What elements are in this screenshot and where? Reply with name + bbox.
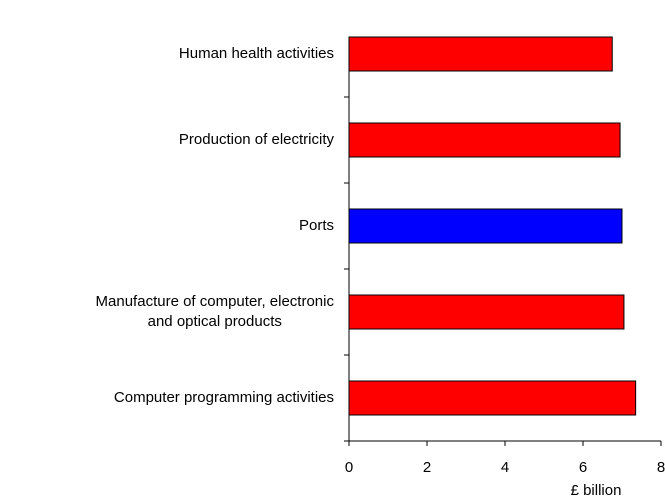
x-axis-label: £ billion [571, 482, 622, 499]
bar [348, 208, 623, 244]
y-tick-label: and optical products [148, 313, 282, 330]
y-tick-label: Production of electricity [179, 131, 335, 148]
bar [348, 122, 621, 158]
y-tick-label: Ports [299, 217, 334, 234]
x-tick-label: 0 [345, 459, 353, 476]
y-tick-label: Computer programming activities [114, 389, 334, 406]
x-tick-label: 2 [423, 459, 431, 476]
x-tick-label: 8 [657, 459, 665, 476]
bar [348, 380, 637, 416]
x-tick-label: 4 [501, 459, 509, 476]
bar [348, 294, 625, 330]
bar [348, 36, 613, 72]
y-tick-label: Human health activities [179, 45, 334, 62]
y-tick-label-group: Manufacture of computer, electronic and o… [96, 293, 335, 330]
x-tick-label: 6 [579, 459, 587, 476]
y-tick-label: Manufacture of computer, electronic [96, 293, 335, 310]
